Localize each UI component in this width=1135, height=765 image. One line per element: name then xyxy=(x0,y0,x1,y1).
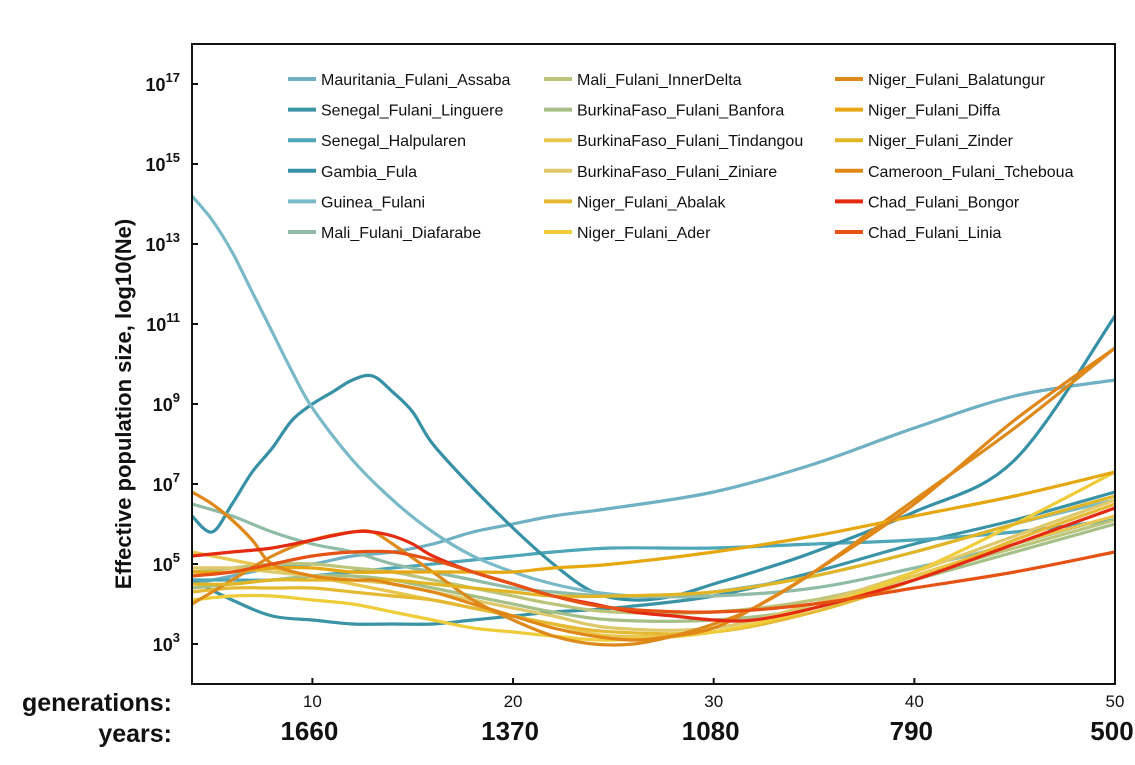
x-tick-years: 1370 xyxy=(481,716,539,746)
y-tick-base: 10 xyxy=(146,235,166,255)
x-tick-years: 1080 xyxy=(682,716,740,746)
y-tick-power: 17 xyxy=(166,70,180,85)
legend-label: BurkinaFaso_Fulani_Banfora xyxy=(577,103,784,120)
legend-label: BurkinaFaso_Fulani_Tindangou xyxy=(577,133,803,150)
y-tick-base: 10 xyxy=(153,475,173,495)
y-tick-power: 15 xyxy=(166,150,180,165)
y-tick-power: 11 xyxy=(166,310,180,325)
y-tick-power: 7 xyxy=(173,470,180,485)
legend-label: Chad_Fulani_Linia xyxy=(868,225,1002,242)
legend-label: Chad_Fulani_Bongor xyxy=(868,194,1020,211)
series-line-senegal-fulani-linguere xyxy=(192,490,1115,626)
y-tick-label: 1015 xyxy=(146,150,181,175)
y-tick-power: 3 xyxy=(173,630,180,645)
y-tick-base: 10 xyxy=(153,635,173,655)
series-line-gambia-fula xyxy=(192,314,1115,602)
series-curves xyxy=(192,194,1115,647)
y-tick-power: 9 xyxy=(173,390,180,405)
series-line-niger-fulani-ader xyxy=(192,470,1115,642)
legend-label: Senegal_Fulani_Linguere xyxy=(321,103,503,120)
generations-label: generations: xyxy=(22,689,172,717)
series-line-niger-fulani-zinder xyxy=(192,494,1115,599)
y-tick-label: 103 xyxy=(153,630,180,655)
series-line-cameroon-fulani-tcheboua xyxy=(192,346,1115,642)
y-tick-base: 10 xyxy=(146,75,166,95)
x-tick-label: 10 xyxy=(303,692,322,711)
x-axis: 10 1660 20 1370 30 1080 40 790 50 500 xyxy=(280,678,1134,746)
legend: Mauritania_Fulani_Assaba Senegal_Fulani_L… xyxy=(288,72,1074,242)
x-tick-years: 1660 xyxy=(280,716,338,746)
years-label: years: xyxy=(98,720,172,748)
x-tick-label: 50 xyxy=(1106,692,1125,711)
legend-label: Niger_Fulani_Diffa xyxy=(868,103,1000,120)
legend-label: Mauritania_Fulani_Assaba xyxy=(321,72,511,89)
x-tick-label: 30 xyxy=(704,692,723,711)
y-tick-label: 107 xyxy=(153,470,180,495)
y-axis-label: Effective population size, log10(Ne) xyxy=(111,219,136,589)
y-tick-base: 10 xyxy=(153,555,173,575)
y-tick-base: 10 xyxy=(146,315,166,335)
y-tick-label: 105 xyxy=(153,550,180,575)
legend-label: Gambia_Fula xyxy=(321,164,417,181)
y-tick-label: 1013 xyxy=(146,230,181,255)
legend-label: Mali_Fulani_Diafarabe xyxy=(321,225,481,242)
legend-label: Niger_Fulani_Balatungur xyxy=(868,72,1046,89)
plot-frame xyxy=(191,43,1116,685)
y-tick-base: 10 xyxy=(153,395,173,415)
x-tick-years: 790 xyxy=(890,716,933,746)
legend-label: Cameroon_Fulani_Tcheboua xyxy=(868,164,1074,181)
legend-label: Niger_Fulani_Zinder xyxy=(868,133,1014,150)
x-tick-years: 500 xyxy=(1090,716,1133,746)
legend-label: Guinea_Fulani xyxy=(321,194,425,211)
x-tick-label: 40 xyxy=(905,692,924,711)
legend-label: Mali_Fulani_InnerDelta xyxy=(577,72,742,89)
y-tick-label: 1011 xyxy=(146,310,180,335)
legend-label: Niger_Fulani_Ader xyxy=(577,225,711,242)
series-line-chad-fulani-linia xyxy=(192,549,1115,614)
legend-label: Senegal_Halpularen xyxy=(321,133,466,150)
y-tick-base: 10 xyxy=(146,155,166,175)
legend-label: BurkinaFaso_Fulani_Ziniare xyxy=(577,164,777,181)
y-tick-label: 109 xyxy=(153,390,180,415)
y-tick-power: 5 xyxy=(173,550,180,565)
y-tick-label: 1017 xyxy=(146,70,181,95)
y-tick-power: 13 xyxy=(166,230,180,245)
x-tick-label: 20 xyxy=(504,692,523,711)
legend-label: Niger_Fulani_Abalak xyxy=(577,194,727,211)
series-line-niger-fulani-diffa xyxy=(192,470,1115,574)
